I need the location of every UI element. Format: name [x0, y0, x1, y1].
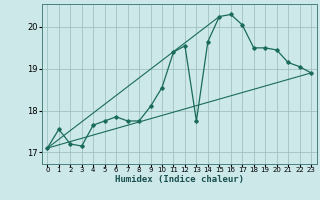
X-axis label: Humidex (Indice chaleur): Humidex (Indice chaleur) — [115, 175, 244, 184]
